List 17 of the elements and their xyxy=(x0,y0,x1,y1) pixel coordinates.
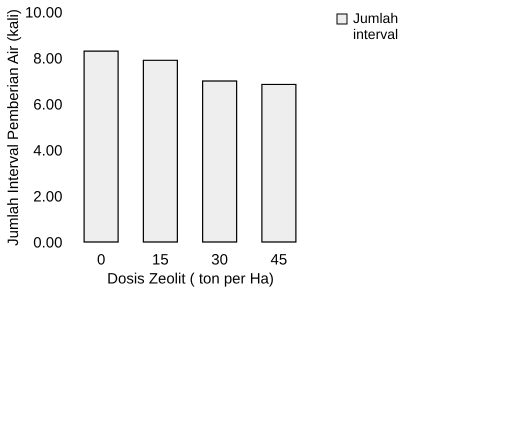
x-tick-label: 45 xyxy=(270,252,288,268)
y-axis-title: Jumlah Interval Pemberian Air (kali) xyxy=(4,9,22,246)
y-tick-label: 10.00 xyxy=(24,4,62,22)
y-tick-label: 8.00 xyxy=(33,50,62,68)
x-axis-title: Dosis Zeolit ( ton per Ha) xyxy=(107,270,274,288)
x-tick-label: 15 xyxy=(152,252,169,268)
bar xyxy=(202,80,238,243)
bar xyxy=(142,60,178,243)
y-tick-label: 0.00 xyxy=(33,234,62,252)
y-tick-label: 2.00 xyxy=(33,188,62,206)
x-tick-label: 30 xyxy=(211,252,228,268)
legend-label: Jumlah interval xyxy=(353,10,398,42)
y-tick-label: 4.00 xyxy=(33,142,62,160)
bar xyxy=(84,50,119,243)
y-tick-label: 6.00 xyxy=(33,96,62,114)
x-tick-label: 0 xyxy=(96,252,106,268)
bar xyxy=(261,84,296,243)
